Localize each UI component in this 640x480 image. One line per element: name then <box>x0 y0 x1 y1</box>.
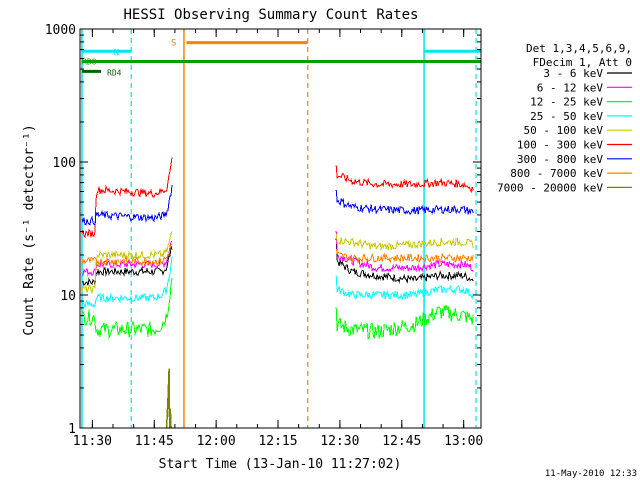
y-tick-label: 1 <box>68 422 76 437</box>
axes: 1 10 100 1000 11:30 11:45 12:00 12:15 12:30 12:45… <box>45 23 484 449</box>
plot-area: N S RDO RD4 <box>81 29 481 429</box>
series-trace <box>335 230 474 273</box>
legend-entry-label: 3 - 6 keV <box>543 67 603 80</box>
series-trace <box>335 165 474 194</box>
legend-entry-label: 6 - 12 keV <box>537 81 604 94</box>
legend-entry-label: 12 - 25 keV <box>530 96 603 109</box>
series-trace <box>81 243 173 267</box>
y-tick-label: 1000 <box>45 23 76 38</box>
y-tick-label: 10 <box>60 289 76 304</box>
series-100-300-keV-kev <box>81 157 474 238</box>
legend-entry-label: 7000 - 20000 keV <box>497 181 603 194</box>
x-tick-label: 13:00 <box>444 434 483 449</box>
y-axis-label: Count Rate (s⁻¹ detector⁻¹) <box>22 124 37 335</box>
legend-entry-label: 25 - 50 keV <box>530 110 603 123</box>
series-trace <box>335 190 474 215</box>
rdo-flag-label: RDO <box>82 57 97 66</box>
x-tick-label: 11:45 <box>135 434 174 449</box>
series-trace <box>81 231 173 294</box>
legend-entry-label: 100 - 300 keV <box>517 139 603 152</box>
series-trace <box>165 368 172 429</box>
series-trace <box>335 248 474 264</box>
x-tick-label: 12:45 <box>382 434 421 449</box>
plot-frame <box>79 28 482 429</box>
saa-flag-label: S <box>171 39 176 49</box>
x-tick-label: 12:00 <box>197 434 236 449</box>
x-tick-label: 12:15 <box>258 434 297 449</box>
legend-entry-label: 300 - 800 keV <box>517 153 603 166</box>
legend: Det 1,3,4,5,6,9,FDecim 1, Att 03 - 6 keV… <box>497 42 632 194</box>
timestamp-label: 11-May-2010 12:33 <box>545 469 637 479</box>
series-300-800-keV-kev <box>81 185 474 226</box>
x-tick-label: 11:30 <box>73 434 112 449</box>
chart-title: HESSI Observing Summary Count Rates <box>123 7 418 23</box>
x-tick-label: 12:30 <box>320 434 359 449</box>
night-flag-label: N <box>114 48 119 58</box>
legend-title: FDecim 1, Att 0 <box>533 56 632 69</box>
series-trace <box>81 185 173 226</box>
rd4-flag-label: RD4 <box>107 68 122 77</box>
series-25-50-keV-kev <box>81 256 474 309</box>
series-800-7000-keV-kev <box>81 243 474 267</box>
series-7000-20000-keV-kev <box>165 368 172 429</box>
series-12-25-keV-kev <box>81 277 474 341</box>
legend-title: Det 1,3,4,5,6,9, <box>526 42 632 55</box>
series-trace <box>335 305 474 341</box>
series-trace <box>81 277 173 340</box>
series-trace <box>335 275 474 301</box>
x-axis-label: Start Time (13-Jan-10 11:27:02) <box>159 457 402 472</box>
series-6-12-keV-kev <box>81 230 474 277</box>
series-trace <box>335 233 474 251</box>
legend-entry-label: 50 - 100 keV <box>524 124 604 137</box>
series-50-100-keV-kev <box>81 231 474 294</box>
series-trace <box>81 157 173 238</box>
series-trace <box>335 238 474 284</box>
y-tick-label: 100 <box>53 156 76 171</box>
legend-entry-label: 800 - 7000 keV <box>510 167 603 180</box>
series-trace <box>81 256 173 309</box>
